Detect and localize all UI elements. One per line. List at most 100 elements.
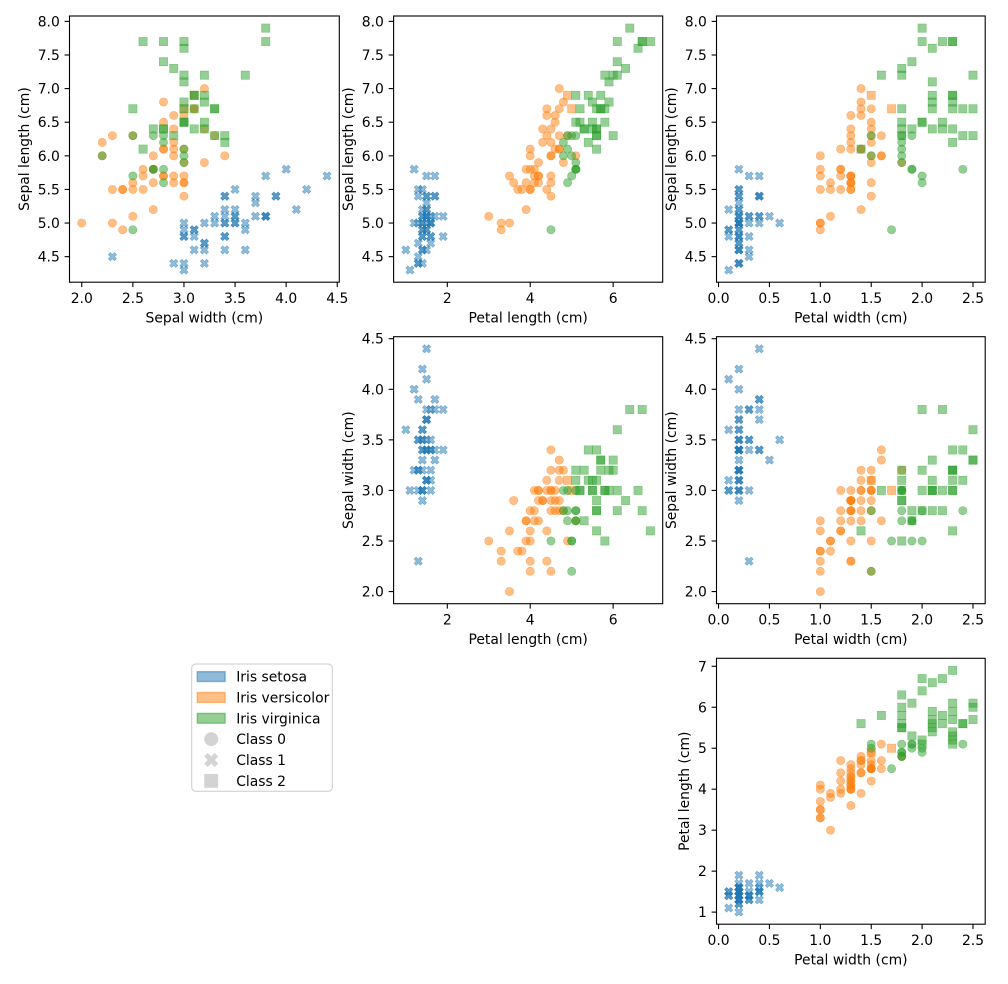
data-point — [430, 394, 440, 404]
data-point — [604, 465, 614, 475]
data-point — [426, 238, 436, 248]
data-point — [724, 425, 734, 435]
data-point — [637, 506, 647, 516]
data-point — [608, 70, 618, 80]
data-point — [734, 485, 744, 495]
x-tick-label: 1.0 — [809, 291, 831, 307]
data-point — [179, 117, 189, 127]
data-point — [546, 191, 556, 201]
data-point — [422, 344, 432, 354]
x-tick-label: 1.5 — [860, 291, 882, 307]
x-tick-label: 2 — [443, 291, 452, 307]
data-point — [968, 715, 978, 724]
data-point — [958, 131, 968, 141]
data-point — [199, 218, 209, 228]
data-point — [422, 374, 432, 384]
data-point — [558, 465, 568, 475]
data-point — [866, 131, 876, 141]
data-point — [938, 719, 947, 729]
data-point — [968, 131, 978, 141]
data-point — [744, 435, 754, 445]
y-tick-label: 3.5 — [685, 433, 707, 449]
data-point — [927, 485, 937, 495]
data-point — [897, 465, 907, 475]
data-point — [754, 445, 764, 455]
y-tick-label: 4.5 — [685, 332, 707, 348]
data-point — [302, 184, 312, 194]
data-point — [571, 90, 581, 100]
data-point — [927, 678, 937, 688]
data-point — [513, 184, 523, 194]
y-tick-label: 4.5 — [362, 250, 384, 266]
data-point — [744, 445, 754, 455]
data-point — [179, 171, 189, 181]
data-point — [413, 556, 423, 566]
data-point — [754, 344, 764, 354]
data-point — [417, 425, 427, 435]
data-point — [558, 151, 568, 161]
data-point — [633, 485, 643, 495]
x-axis-label: Petal length (cm) — [468, 310, 587, 326]
data-point — [583, 445, 593, 455]
data-point — [579, 465, 589, 475]
legend-entry: Class 0 — [204, 732, 286, 748]
data-point — [430, 455, 440, 465]
data-point — [815, 805, 825, 815]
data-point — [426, 465, 436, 475]
data-point — [546, 506, 556, 516]
data-point — [413, 238, 423, 248]
legend-entry: Iris virginica — [196, 711, 321, 727]
data-point — [97, 151, 107, 161]
data-point — [917, 37, 927, 46]
data-point — [612, 425, 622, 435]
data-point — [542, 184, 552, 194]
data-point — [250, 191, 261, 201]
x-tick-label: 2.5 — [122, 291, 144, 307]
data-point — [550, 485, 560, 495]
data-point — [179, 218, 189, 228]
legend-label: Iris virginica — [236, 711, 320, 727]
data-point — [907, 743, 917, 753]
x-tick-label: 3.5 — [224, 291, 246, 307]
data-point — [754, 191, 764, 201]
y-tick-label: 7 — [698, 659, 707, 675]
data-point — [897, 739, 907, 749]
data-point — [128, 211, 138, 221]
data-point — [815, 516, 825, 526]
data-point — [917, 686, 927, 696]
data-point — [612, 506, 622, 516]
data-point — [546, 496, 556, 505]
data-point — [724, 225, 734, 235]
legend-entry: Iris versicolor — [196, 690, 330, 706]
data-point — [744, 211, 754, 221]
data-point — [179, 70, 189, 80]
y-tick-label: 4.0 — [685, 382, 707, 398]
data-point — [948, 137, 958, 147]
data-point — [744, 245, 754, 255]
y-tick-label: 3.5 — [362, 433, 384, 449]
data-point — [592, 475, 602, 485]
data-point — [546, 465, 556, 475]
data-point — [866, 151, 876, 161]
data-point — [836, 171, 846, 181]
data-point — [189, 124, 199, 134]
x-tick-label: 1.0 — [809, 933, 831, 949]
data-point — [575, 485, 585, 495]
data-point — [734, 404, 744, 415]
data-point — [826, 792, 835, 802]
y-tick-label: 4.5 — [38, 250, 60, 266]
data-point — [426, 231, 436, 242]
data-point — [927, 455, 937, 465]
y-tick-label: 8.0 — [38, 14, 60, 30]
data-point — [230, 184, 240, 194]
data-point — [637, 37, 647, 46]
data-point — [621, 63, 631, 73]
y-tick-label: 2 — [698, 864, 707, 880]
data-point — [948, 485, 958, 495]
data-point — [917, 485, 927, 495]
data-point — [575, 104, 585, 114]
data-point — [846, 496, 856, 505]
x-axis-label: Petal length (cm) — [468, 632, 587, 648]
data-point — [513, 546, 523, 556]
data-point — [856, 719, 866, 729]
